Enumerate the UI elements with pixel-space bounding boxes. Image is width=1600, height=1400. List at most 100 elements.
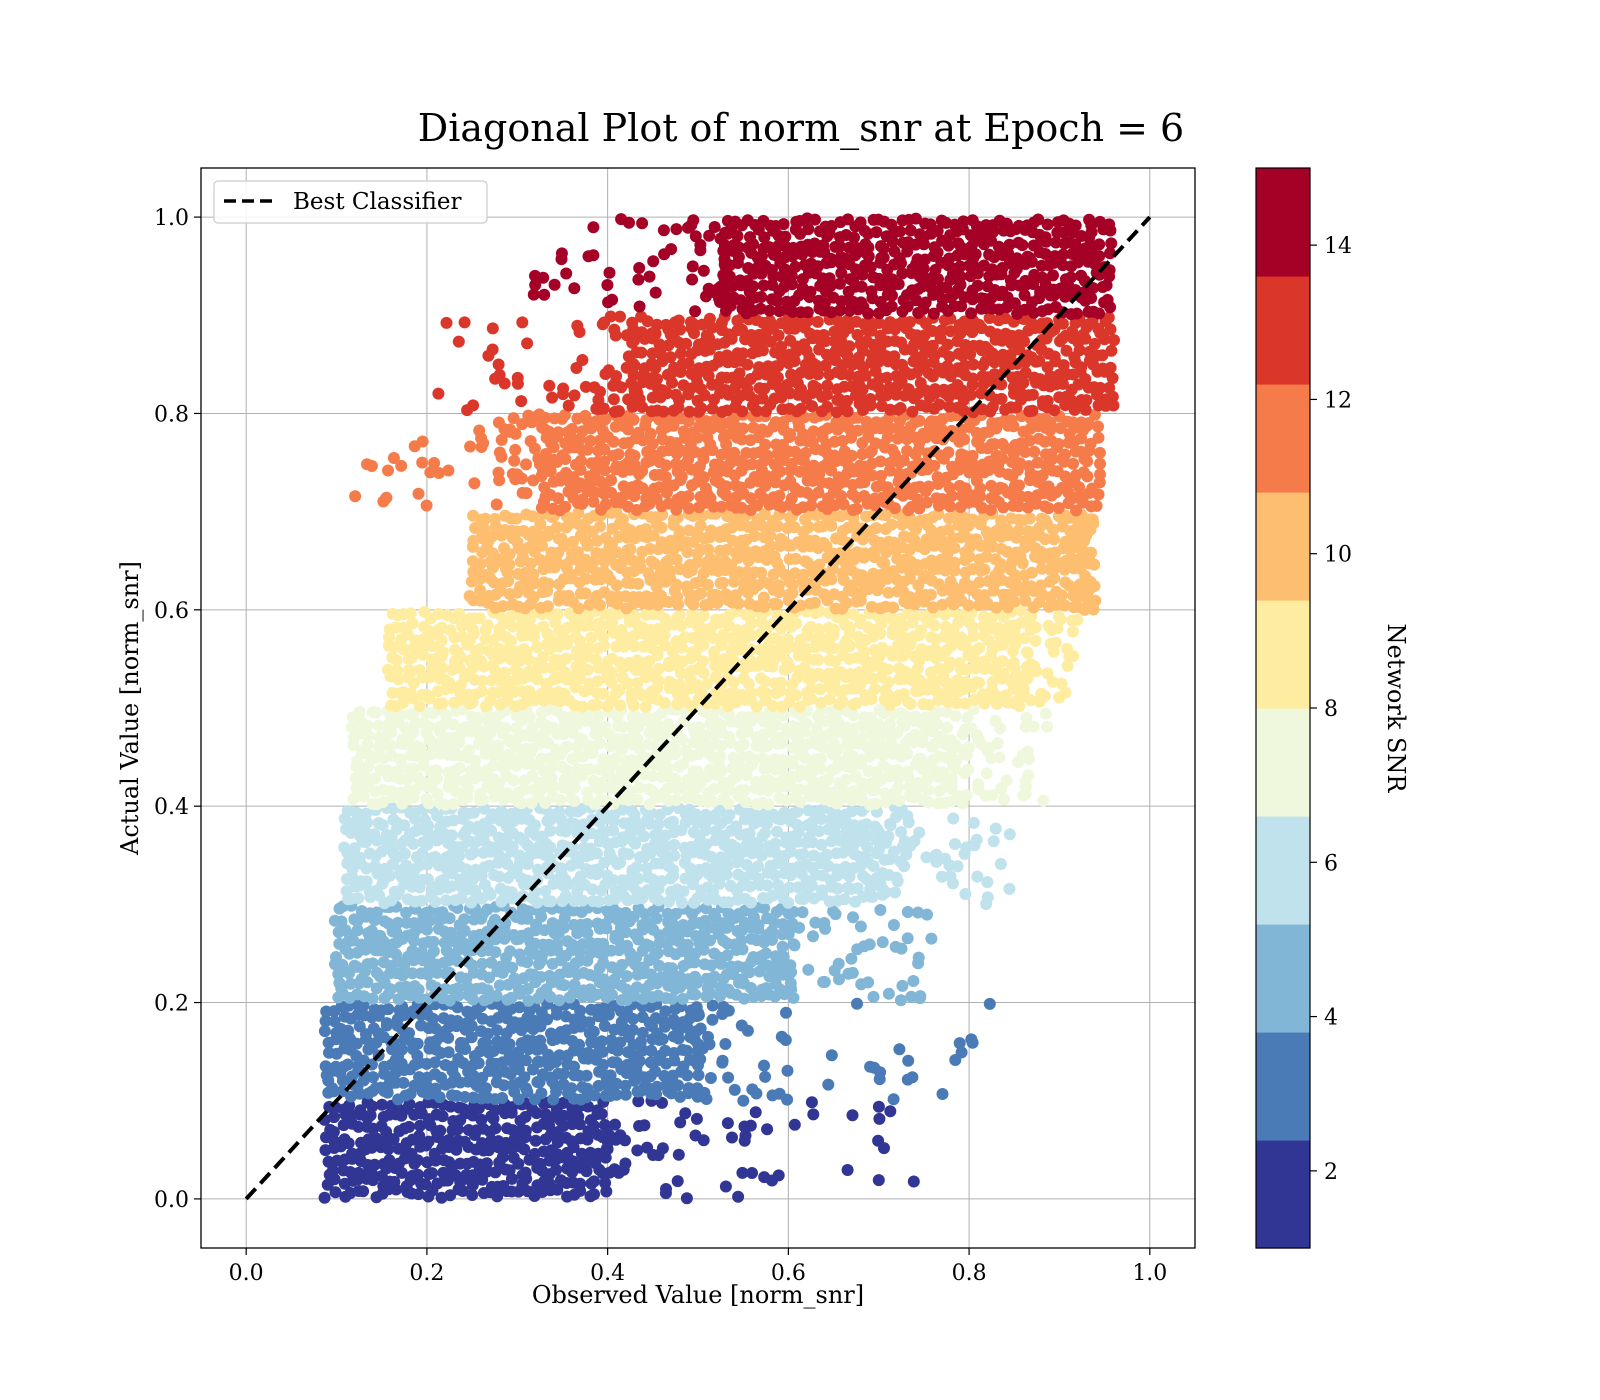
- data-point: [920, 851, 933, 864]
- data-point: [1078, 603, 1090, 616]
- data-point: [745, 687, 758, 700]
- data-point: [912, 906, 924, 919]
- data-point: [673, 678, 686, 691]
- data-point: [878, 1142, 890, 1155]
- data-point: [713, 662, 726, 675]
- data-point: [597, 1058, 610, 1071]
- data-point: [881, 481, 894, 494]
- data-point: [792, 733, 804, 746]
- data-point: [565, 711, 578, 723]
- data-point: [855, 720, 868, 733]
- data-point: [366, 957, 379, 970]
- data-point: [1024, 623, 1037, 636]
- data-point: [670, 553, 683, 566]
- data-point: [689, 970, 701, 983]
- data-point: [667, 1013, 680, 1026]
- data-point: [640, 710, 653, 723]
- data-point: [506, 752, 519, 765]
- data-point: [705, 850, 718, 863]
- data-point: [610, 1056, 623, 1069]
- data-point: [520, 1082, 532, 1095]
- data-point: [345, 721, 358, 734]
- data-point: [357, 790, 370, 803]
- data-point: [694, 1053, 707, 1066]
- data-point: [624, 785, 637, 798]
- data-point: [518, 783, 531, 796]
- data-point: [443, 1156, 456, 1169]
- data-point: [534, 1157, 547, 1170]
- data-point: [422, 819, 435, 832]
- data-point: [471, 711, 484, 724]
- data-point: [1023, 512, 1036, 525]
- data-point: [510, 709, 523, 722]
- data-point: [784, 959, 797, 972]
- data-point: [758, 902, 771, 914]
- data-point: [557, 1067, 570, 1080]
- data-point: [739, 796, 752, 809]
- data-point: [412, 1188, 425, 1201]
- data-point: [882, 676, 895, 689]
- data-point: [483, 971, 496, 984]
- data-point: [466, 959, 479, 972]
- data-point: [450, 1143, 463, 1156]
- data-point: [959, 723, 972, 736]
- band-7-points: [349, 408, 1106, 517]
- data-point: [831, 882, 844, 895]
- data-point: [419, 1178, 432, 1191]
- data-point: [976, 688, 989, 701]
- data-point: [746, 1167, 758, 1179]
- data-point: [991, 690, 1004, 702]
- data-point: [990, 449, 1003, 462]
- data-point: [507, 774, 520, 787]
- data-point: [802, 963, 815, 976]
- data-point: [643, 655, 656, 668]
- data-point: [808, 596, 821, 609]
- data-point: [584, 763, 596, 776]
- data-point: [394, 753, 407, 766]
- data-point: [878, 853, 891, 866]
- data-point: [755, 566, 768, 579]
- data-point: [904, 698, 917, 710]
- data-point: [981, 876, 994, 889]
- data-point: [453, 607, 466, 620]
- data-point: [858, 645, 871, 658]
- data-point: [596, 1045, 609, 1058]
- data-point: [846, 794, 858, 807]
- data-point: [697, 609, 710, 622]
- data-point: [415, 894, 428, 907]
- data-point: [742, 677, 755, 690]
- data-point: [626, 1024, 639, 1036]
- data-point: [913, 826, 926, 839]
- data-point: [520, 1054, 532, 1067]
- data-point: [884, 1105, 897, 1118]
- data-point: [766, 700, 779, 712]
- data-point: [624, 524, 637, 537]
- data-point: [759, 675, 771, 688]
- data-point: [949, 838, 961, 850]
- data-point: [868, 1061, 881, 1074]
- data-point: [576, 700, 589, 713]
- data-point: [435, 634, 448, 647]
- data-point: [996, 655, 1009, 668]
- data-point: [891, 764, 904, 777]
- data-point: [1073, 481, 1086, 494]
- data-point: [376, 819, 389, 832]
- data-point: [1043, 620, 1056, 633]
- data-point: [835, 490, 848, 502]
- data-point: [652, 818, 665, 831]
- data-point: [991, 737, 1004, 750]
- data-point: [328, 1111, 340, 1124]
- data-point: [531, 873, 544, 886]
- data-point: [469, 863, 482, 876]
- data-point: [561, 764, 573, 777]
- data-point: [643, 817, 656, 830]
- data-point: [412, 983, 425, 996]
- data-point: [680, 1192, 693, 1205]
- data-point: [537, 651, 550, 664]
- data-point: [967, 703, 980, 716]
- data-point: [936, 870, 948, 883]
- data-point: [460, 863, 472, 876]
- data-point: [730, 841, 743, 854]
- data-point: [771, 556, 784, 569]
- data-point: [329, 1186, 342, 1199]
